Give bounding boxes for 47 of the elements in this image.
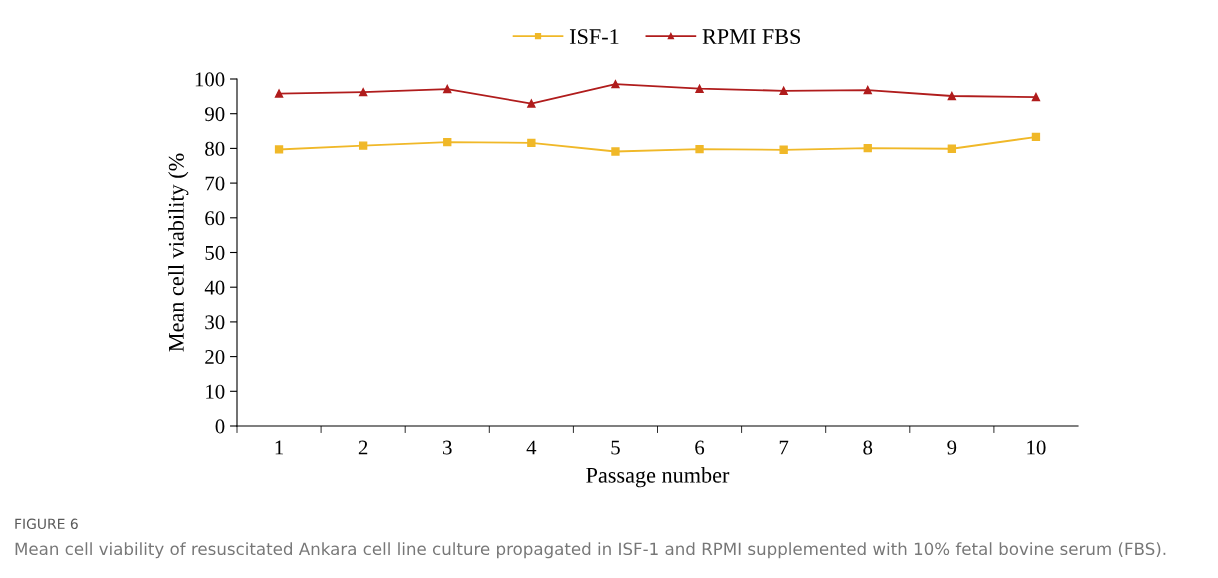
point [779,86,788,95]
point [358,141,368,150]
point [863,143,872,153]
x-tick-label: 6 [695,440,705,455]
x-tick-label: 4 [526,440,537,455]
y-tick-label: 90 [205,107,225,122]
point [1031,92,1041,102]
point [443,137,452,147]
y-tick-label: 10 [206,384,225,399]
y-tick-label: 70 [205,176,225,191]
text: Mean cell viability of resuscitated Ankara cell line culture propagated in ISF-1 and RPMI supplemented with 10% fetal bovine serum (FBS). [15,542,1166,559]
x-tick-label: 1 [275,440,284,455]
point [443,84,452,94]
x-tick-label: 10 [1027,440,1046,455]
y-tick-label: 50 [205,245,225,260]
x-tick-label: 7 [779,440,789,455]
point [527,138,536,148]
x-tick-label: 5 [611,440,620,455]
point [274,145,284,154]
point [695,144,704,154]
point [779,145,788,154]
point [358,88,368,97]
y-axis-title: Mean cell viability (% [168,153,189,352]
x-tick-label: 3 [443,440,452,455]
point [274,89,284,98]
x-tick-label: 9 [947,440,957,455]
legend-label: RPMI FBS [702,29,801,45]
point [947,144,957,153]
y-tick-label: 0 [215,419,225,434]
point [863,85,872,95]
y-tick-label: 80 [205,141,225,156]
x-tick-label: 8 [863,440,873,455]
point [947,91,957,101]
point [611,147,620,156]
point [1031,132,1041,142]
point [611,80,620,89]
y-tick-label: 40 [204,280,225,295]
point [527,99,536,108]
caption: FIGURE 6 [15,518,78,530]
y-tick-label: 60 [205,211,225,226]
x-axis-title: Passage number [586,467,730,488]
y-tick-label: 100 [195,72,225,87]
y-tick-label: 30 [205,315,225,330]
legend-label: ISF-1 [569,29,619,45]
y-tick-label: 20 [205,349,225,365]
x-tick-label: 2 [358,440,368,455]
point [695,84,704,93]
